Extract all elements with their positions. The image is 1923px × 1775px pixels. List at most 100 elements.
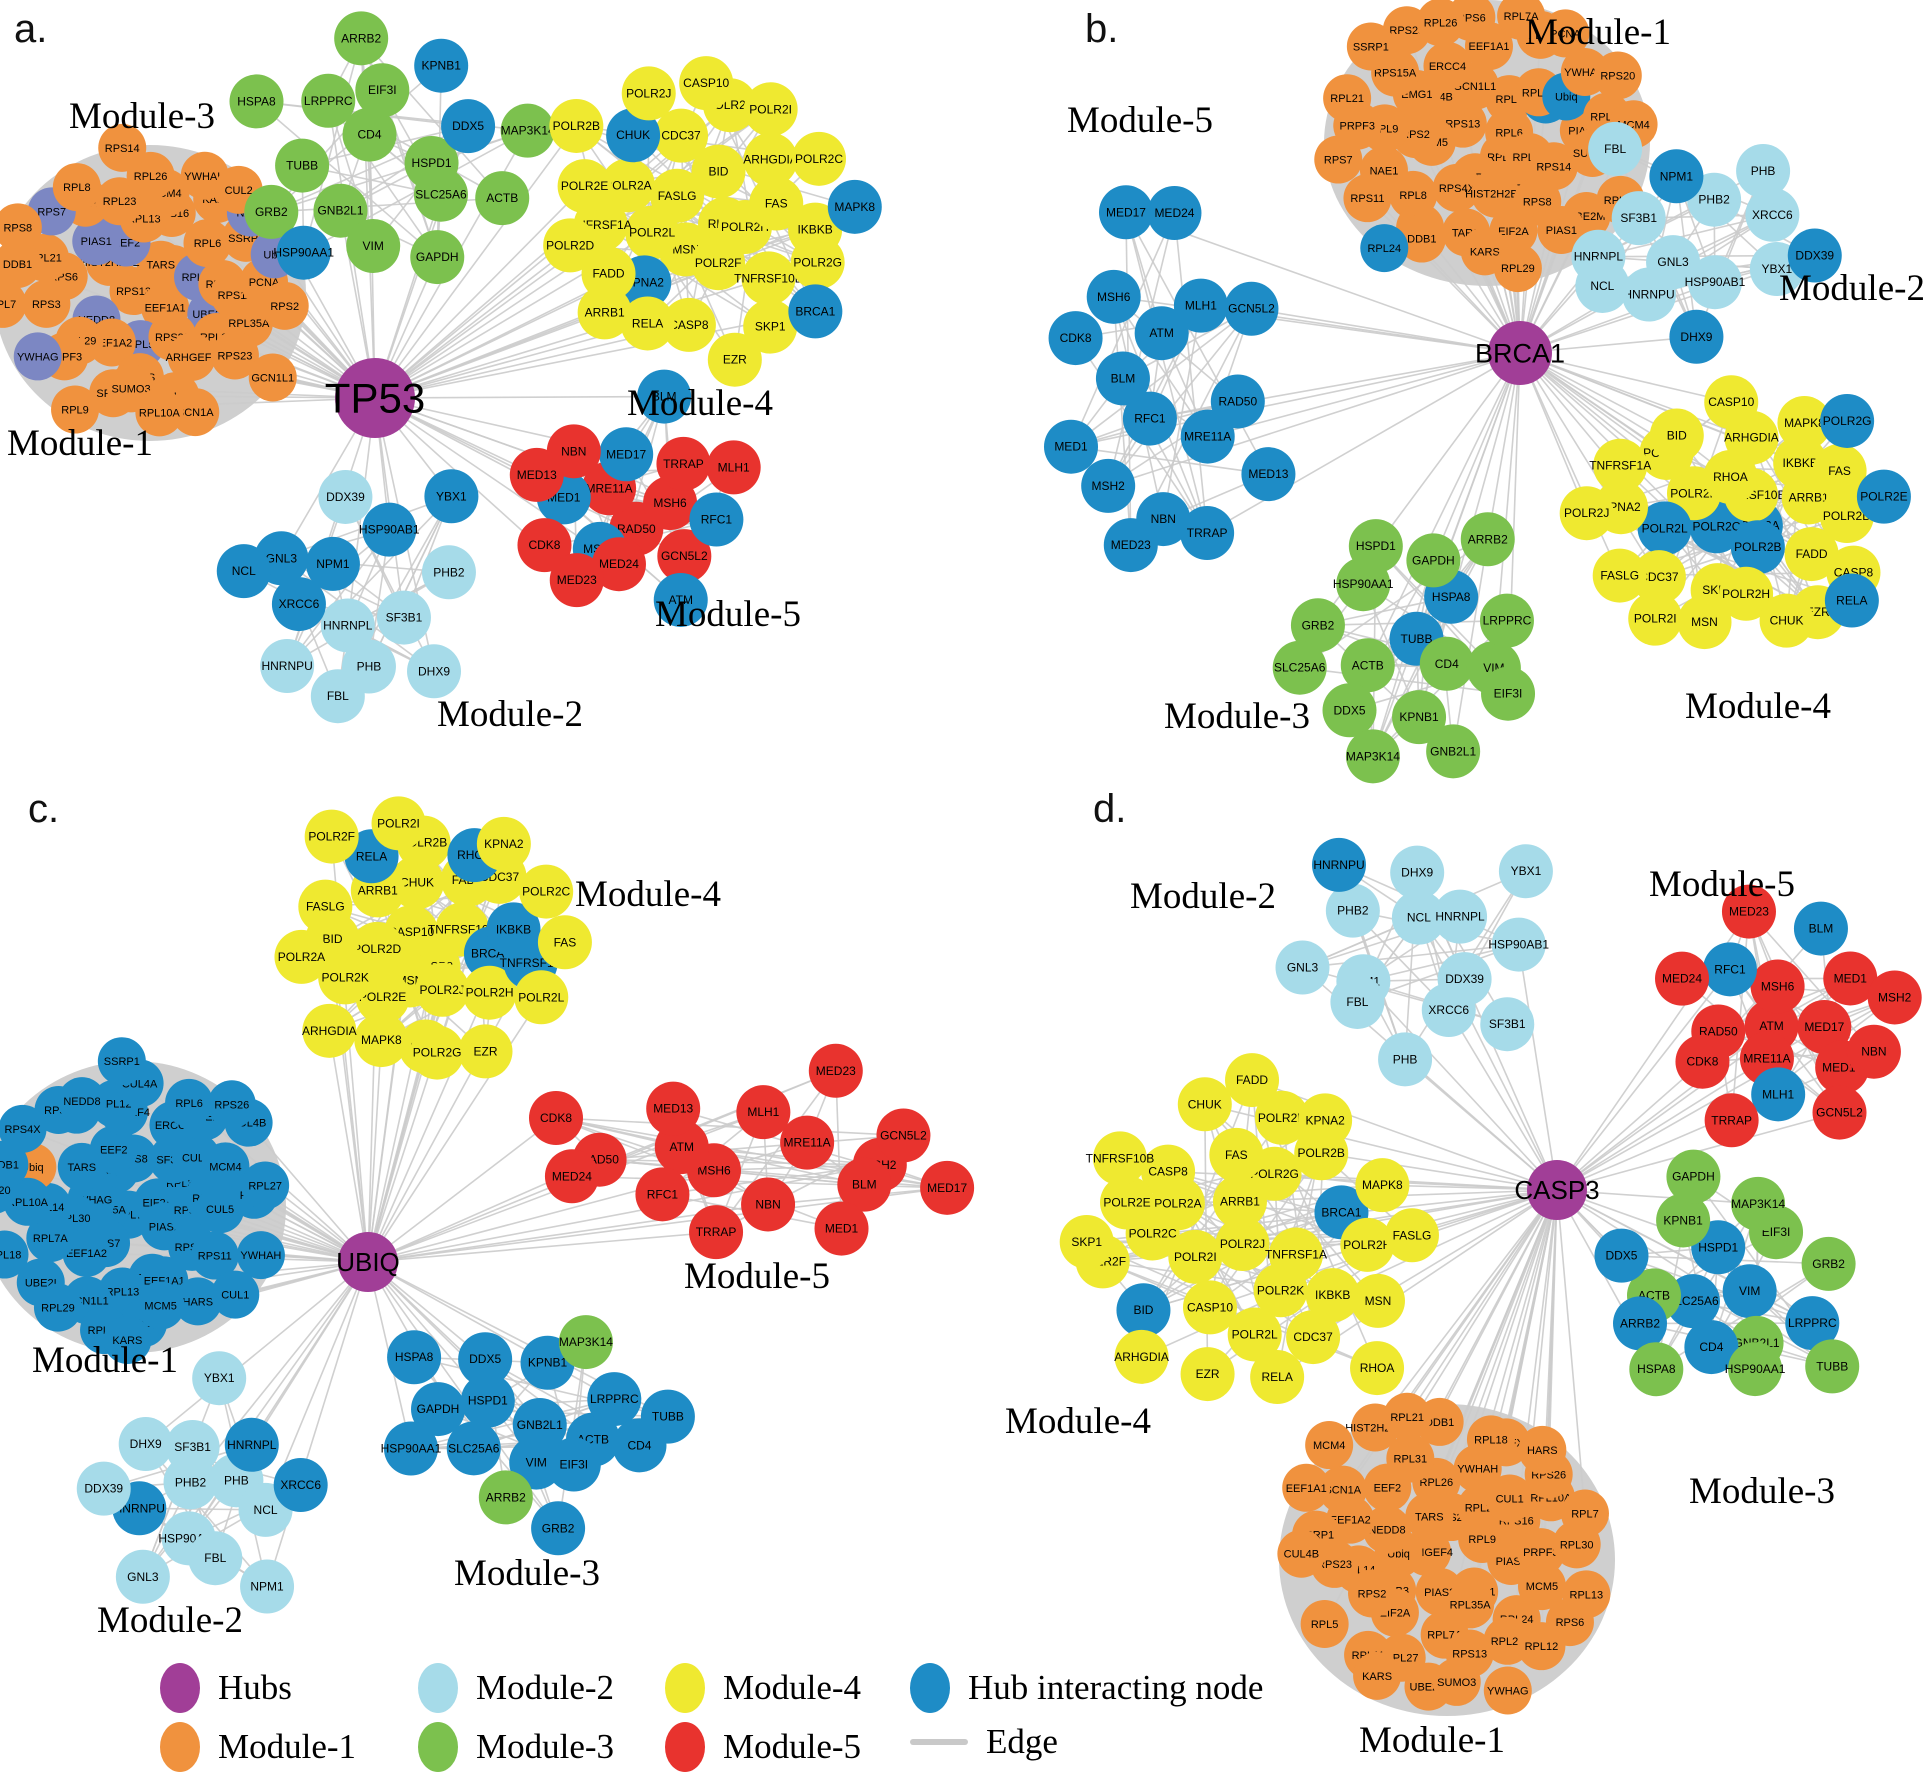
- node-GAPDH: GAPDH: [1666, 1149, 1721, 1204]
- node-POLR2E: POLR2E: [557, 159, 612, 214]
- node-label: ARHGDIA: [302, 1024, 357, 1038]
- node-DDX39: DDX39: [76, 1461, 131, 1516]
- hub-edge: [1519, 352, 1621, 576]
- hub-edge: [367, 1117, 557, 1263]
- node-label: DDX39: [326, 490, 365, 504]
- hub-edge: [251, 1261, 369, 1446]
- node-RPS26: RPS26: [207, 1080, 256, 1129]
- node-label: YWHAH: [240, 1250, 281, 1262]
- node-XRCC6: XRCC6: [271, 577, 326, 632]
- node-POLR2A: POLR2A: [600, 158, 655, 213]
- node-label: FAS: [1828, 464, 1851, 478]
- node-label: IKBKB: [1782, 456, 1817, 470]
- node-label: YWHAH: [184, 171, 225, 183]
- node-label: MSH2: [1878, 990, 1912, 1004]
- node-MLH1: MLH1: [736, 1085, 791, 1140]
- hub-edge: [1515, 1189, 1558, 1521]
- hub-edge: [374, 185, 586, 399]
- node-label: GRB2: [255, 205, 288, 219]
- node-label: EZR: [1196, 1367, 1220, 1381]
- node-RFC1: RFC1: [689, 492, 744, 547]
- node-label: NPM1: [316, 557, 350, 571]
- node-label: KPNA2: [484, 837, 524, 851]
- node-label: POLR2D: [1823, 509, 1871, 523]
- node-label: MED13: [1248, 467, 1288, 481]
- node-label: MAPK8: [1362, 1178, 1403, 1192]
- hub-edge: [1321, 1152, 1558, 1191]
- node-label: POLR2G: [793, 255, 842, 269]
- node-label: POLR2K: [1670, 486, 1717, 500]
- node-label: POLR2L: [1642, 521, 1688, 535]
- node-label: PHB: [1751, 164, 1776, 178]
- node-RPL24: RPL24: [1360, 224, 1409, 273]
- node-RPL18: RPL18: [0, 1230, 29, 1279]
- node-RPL31: RPL31: [1386, 1434, 1435, 1483]
- node-label: RPL29: [1501, 263, 1535, 275]
- module-edge: [368, 495, 453, 667]
- node-label: RPL7A: [33, 1233, 69, 1245]
- module-label-b-module-4: Module-4: [1685, 686, 1831, 727]
- node-label: HNRNPU: [261, 659, 312, 673]
- node-POLR2H: POLR2H: [1719, 566, 1774, 621]
- node-POLR2I: POLR2I: [1628, 591, 1683, 646]
- hub-label: BRCA1: [1475, 338, 1565, 368]
- node-label: NBN: [1861, 1045, 1886, 1059]
- node-label: MED24: [1662, 972, 1702, 986]
- node-MLH1: MLH1: [1751, 1067, 1806, 1122]
- node-RPL7: RPL7: [1560, 1489, 1609, 1538]
- node-MED24: MED24: [591, 537, 646, 592]
- node-GRB2: GRB2: [1290, 598, 1345, 653]
- node-label: SF3B1: [386, 611, 423, 625]
- node-label: HSPA8: [1637, 1362, 1676, 1376]
- node-RPS7: RPS7: [1314, 135, 1363, 184]
- node-label: YBX1: [436, 489, 467, 503]
- module-label-c-module-1: Module-1: [32, 1340, 178, 1381]
- node-label: POLR2I: [749, 102, 792, 116]
- node-CDK8: CDK8: [1048, 311, 1103, 366]
- node-GCN5L2: GCN5L2: [657, 529, 712, 584]
- node-label: HNRNPU: [114, 1501, 165, 1515]
- node-CASP10: CASP10: [1704, 375, 1759, 430]
- node-HSPA8: HSPA8: [1629, 1342, 1684, 1397]
- node-POLR2G: POLR2G: [790, 235, 845, 290]
- node-label: MRE11A: [784, 1136, 831, 1150]
- node-XRCC6: XRCC6: [1421, 983, 1476, 1038]
- node-label: CUL2: [225, 185, 253, 197]
- node-label: RPL10A: [139, 407, 181, 419]
- node-RPS11: RPS11: [190, 1231, 239, 1280]
- node-label: MAP3K14: [1346, 749, 1400, 763]
- hub-BRCA1: BRCA1: [1475, 321, 1565, 385]
- node-label: TUBB: [1816, 1359, 1848, 1373]
- node-FBL: FBL: [1330, 974, 1385, 1029]
- node-HNRNPU: HNRNPU: [1622, 267, 1677, 322]
- node-DDX39: DDX39: [318, 469, 373, 524]
- node-label: FBL: [1604, 142, 1626, 156]
- node-PHB: PHB: [1378, 1032, 1433, 1087]
- labels-layer: BRCA1 b. Module-1 Module-2 Module-3 Module-4 M…: [1067, 7, 1923, 737]
- node-MED17: MED17: [1098, 185, 1153, 240]
- module-label-b-module-2: Module-2: [1779, 268, 1923, 309]
- node-label: MSH6: [1097, 290, 1131, 304]
- node-label: POLR2B: [553, 119, 600, 133]
- node-label: GAPDH: [1672, 1170, 1715, 1184]
- node-POLR2C: POLR2C: [519, 864, 574, 919]
- node-label: MED17: [606, 447, 646, 461]
- node-label: MRE11A: [586, 481, 633, 495]
- node-label: NAE1: [1370, 165, 1399, 177]
- node-label: NBN: [1151, 512, 1176, 526]
- node-GCN5L2: GCN5L2: [1812, 1085, 1867, 1140]
- node-DDX5: DDX5: [441, 99, 496, 154]
- module-edge: [1143, 1244, 1368, 1312]
- node-label: RPS7: [1324, 155, 1353, 167]
- node-label: XRCC6: [1752, 208, 1793, 222]
- node-CD4: CD4: [1684, 1320, 1739, 1375]
- node-label: CD4: [1435, 657, 1459, 671]
- node-RPL29: RPL29: [33, 1283, 82, 1332]
- node-label: NPM1: [1660, 169, 1694, 183]
- node-SKP1: SKP1: [743, 299, 798, 354]
- node-label: RPL27: [248, 1180, 282, 1192]
- node-label: ARHGDIA: [1724, 431, 1779, 445]
- node-EZR: EZR: [458, 1024, 513, 1079]
- hub-edge: [1362, 980, 1558, 1191]
- node-DDX5: DDX5: [458, 1332, 513, 1387]
